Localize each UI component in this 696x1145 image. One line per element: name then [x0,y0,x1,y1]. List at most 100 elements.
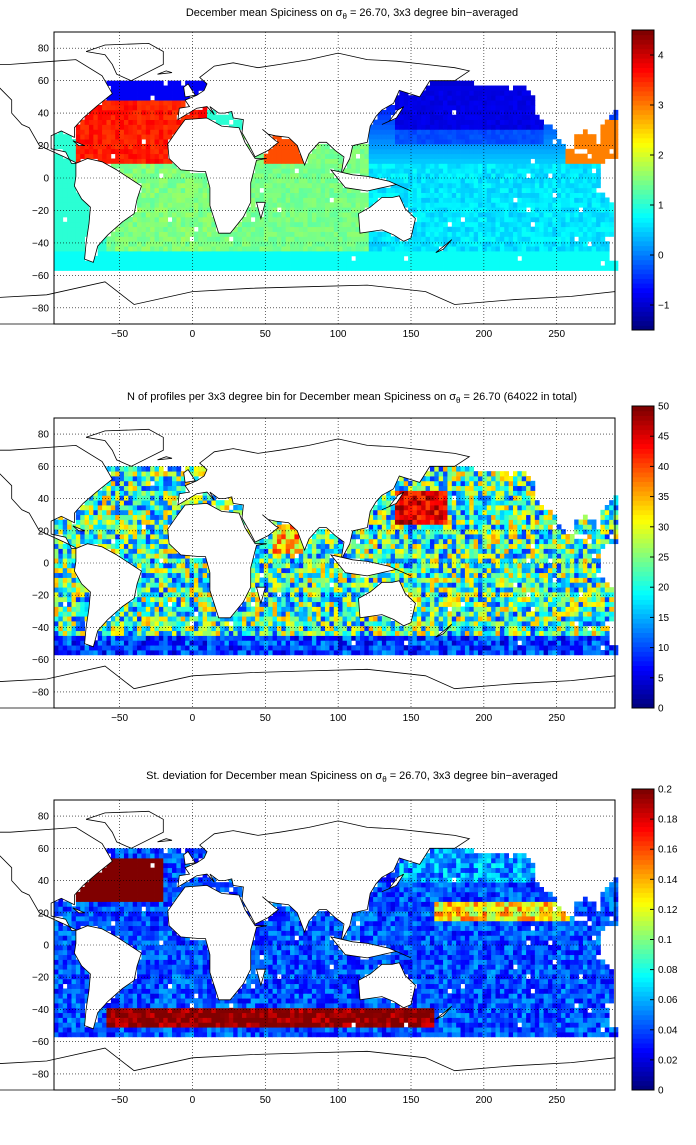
heatmap-cell [474,163,479,168]
heatmap-cell [421,241,426,246]
heatmap-cell [85,266,90,271]
heatmap-cell [111,124,116,129]
heatmap-cell [133,236,138,241]
colorbar-swatch [632,321,654,326]
heatmap-cell [391,626,396,631]
heatmap-cell [172,607,177,612]
heatmap-cell [321,222,326,227]
heatmap-cell [391,139,396,144]
heatmap-cell [216,115,221,120]
heatmap-cell [544,207,549,212]
heatmap-cell [482,232,487,237]
heatmap-cell [487,183,492,188]
heatmap-cell [207,640,212,645]
heatmap-cell [338,241,343,246]
heatmap-cell [159,640,164,645]
heatmap-cell [592,232,597,237]
heatmap-cell [207,266,212,271]
heatmap-cell [80,207,85,212]
heatmap-cell [329,217,334,222]
heatmap-cell [264,645,269,650]
heatmap-cell [535,173,540,178]
heatmap-cell [412,110,417,115]
heatmap-cell [303,183,308,188]
colorbar-swatch [632,114,654,119]
heatmap-cell [522,197,527,202]
heatmap-cell [185,636,190,641]
heatmap-cell [522,616,527,621]
heatmap-cell [522,227,527,232]
heatmap-cell [544,261,549,266]
heatmap-cell [509,241,514,246]
heatmap-cell [377,124,382,129]
heatmap-cell [338,616,343,621]
heatmap-cell [439,144,444,149]
heatmap-cell [482,154,487,159]
heatmap-cell [124,168,129,173]
heatmap-cell [583,217,588,222]
heatmap-cell [338,631,343,636]
heatmap-cell [478,222,483,227]
heatmap-cell [496,159,501,164]
heatmap-cell [522,163,527,168]
heatmap-cell [509,120,514,125]
heatmap-cell [399,124,404,129]
heatmap-cell [574,251,579,256]
heatmap-cell [63,636,68,641]
heatmap-cell [128,602,133,607]
heatmap-cell [67,183,72,188]
heatmap-cell [535,266,540,271]
heatmap-cell [80,236,85,241]
heatmap-cell [312,246,317,251]
heatmap-cell [54,173,59,178]
heatmap-cell [600,227,605,232]
heatmap-cell [168,81,173,86]
heatmap-cell [290,621,295,626]
heatmap-cell [290,251,295,256]
heatmap-cell [224,120,229,125]
heatmap-cell [67,631,72,636]
colorbar-swatch [632,311,654,316]
heatmap-cell [391,640,396,645]
heatmap-cell [496,110,501,115]
heatmap-cell [417,212,422,217]
heatmap-cell [268,602,273,607]
heatmap-cell [168,90,173,95]
heatmap-cell [430,602,435,607]
heatmap-cell [185,241,190,246]
heatmap-cell [587,193,592,198]
heatmap-cell [417,159,422,164]
heatmap-cell [102,266,107,271]
heatmap-cell [163,154,168,159]
heatmap-cell [504,100,509,105]
heatmap-cell [124,115,129,120]
heatmap-cell [391,261,396,266]
heatmap-cell [259,645,264,650]
heatmap-cell [290,163,295,168]
heatmap-cell [102,149,107,154]
heatmap-cell [408,124,413,129]
heatmap-cell [128,149,133,154]
heatmap-cell [544,183,549,188]
heatmap-cell [504,232,509,237]
heatmap-cell [207,645,212,650]
heatmap-cell [509,246,514,251]
heatmap-cell [522,90,527,95]
heatmap-cell [163,202,168,207]
heatmap-cell [412,120,417,125]
heatmap-cell [487,105,492,110]
heatmap-cell [417,100,422,105]
heatmap-cell [412,139,417,144]
heatmap-cell [434,621,439,626]
heatmap-cell [447,631,452,636]
heatmap-cell [391,168,396,173]
heatmap-cell [504,178,509,183]
heatmap-cell [198,611,203,616]
heatmap-cell [456,251,461,256]
heatmap-cell [439,183,444,188]
heatmap-cell [198,81,203,86]
heatmap-cell [329,241,334,246]
heatmap-cell [176,645,181,650]
heatmap-cell [71,266,76,271]
heatmap-cell [76,645,81,650]
